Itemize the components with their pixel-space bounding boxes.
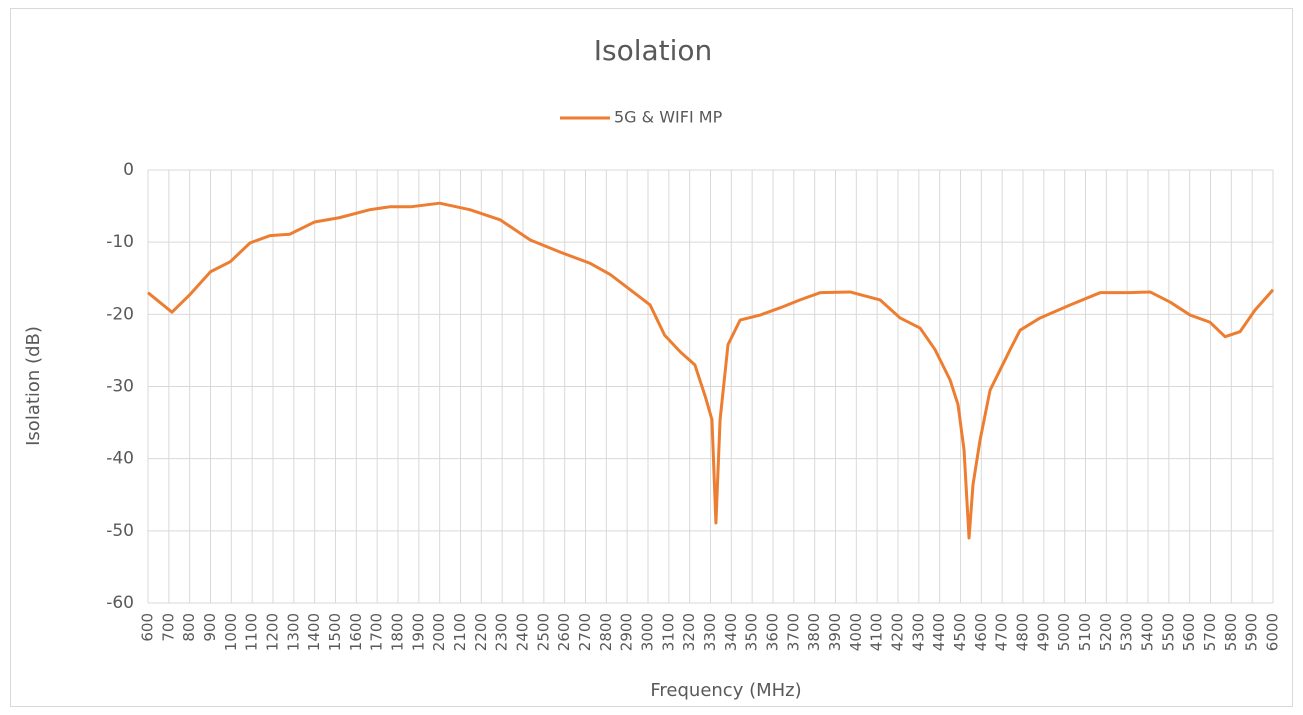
- x-tick-label: 2600: [555, 613, 573, 651]
- x-tick-label: 4400: [930, 613, 948, 651]
- x-tick-label: 2300: [493, 613, 511, 651]
- x-tick-label: 2000: [430, 613, 448, 651]
- chart-title: Isolation: [594, 34, 713, 67]
- x-tick-label: 3800: [805, 613, 823, 651]
- chart-frame: [10, 8, 1293, 707]
- y-tick-label: -60: [106, 593, 134, 613]
- x-tick-label: 3200: [680, 613, 698, 651]
- x-tick-label: 1600: [347, 613, 365, 651]
- x-tick-label: 900: [201, 613, 219, 642]
- x-tick-label: 6000: [1264, 613, 1282, 651]
- x-tick-label: 1700: [368, 613, 386, 651]
- x-tick-label: 1100: [243, 613, 261, 651]
- x-tick-label: 5200: [1097, 613, 1115, 651]
- y-tick-label: -50: [106, 521, 134, 541]
- x-tick-label: 3400: [722, 613, 740, 651]
- x-tick-label: 5800: [1222, 613, 1240, 651]
- x-tick-label: 3100: [659, 613, 677, 651]
- x-tick-label: 4300: [909, 613, 927, 651]
- x-tick-label: 2400: [514, 613, 532, 651]
- legend-label: 5G & WIFI MP: [614, 108, 723, 127]
- x-tick-label: 3300: [701, 613, 719, 651]
- x-tick-label: 1800: [389, 613, 407, 651]
- x-tick-label: 4900: [1034, 613, 1052, 651]
- x-tick-label: 2500: [534, 613, 552, 651]
- x-tick-label: 5000: [1055, 613, 1073, 651]
- x-tick-label: 5400: [1139, 613, 1157, 651]
- x-tick-label: 4500: [951, 613, 969, 651]
- x-tick-label: 2100: [451, 613, 469, 651]
- x-tick-label: 1000: [222, 613, 240, 651]
- x-tick-label: 1500: [326, 613, 344, 651]
- x-tick-label: 2900: [618, 613, 636, 651]
- x-tick-label: 5900: [1243, 613, 1261, 651]
- x-tick-label: 3000: [639, 613, 657, 651]
- data-line: [147, 201, 1275, 540]
- x-tick-label: 4200: [889, 613, 907, 651]
- x-tick-label: 4700: [993, 613, 1011, 651]
- y-tick-label: -10: [106, 232, 134, 252]
- x-tick-label: 800: [180, 613, 198, 642]
- x-tick-label: 2200: [472, 613, 490, 651]
- x-tick-label: 4100: [868, 613, 886, 651]
- x-tick-label: 5700: [1201, 613, 1219, 651]
- x-tick-label: 1900: [409, 613, 427, 651]
- x-tick-label: 1300: [284, 613, 302, 651]
- x-tick-label: 5300: [1118, 613, 1136, 651]
- x-tick-label: 2700: [576, 613, 594, 651]
- x-tick-label: 3700: [784, 613, 802, 651]
- y-tick-label: 0: [123, 160, 134, 180]
- x-tick-label: 4800: [1014, 613, 1032, 651]
- x-tick-label: 3500: [743, 613, 761, 651]
- x-tick-label: 1200: [264, 613, 282, 651]
- x-tick-label: 600: [139, 613, 157, 642]
- y-tick-label: -20: [106, 304, 134, 324]
- x-tick-label: 5600: [1180, 613, 1198, 651]
- y-tick-label: -40: [106, 449, 134, 469]
- x-tick-label: 3900: [826, 613, 844, 651]
- x-axis-label: Frequency (MHz): [650, 680, 801, 701]
- x-tick-label: 700: [159, 613, 177, 642]
- x-tick-label: 2800: [597, 613, 615, 651]
- x-tick-label: 5500: [1159, 613, 1177, 651]
- x-tick-label: 1400: [305, 613, 323, 651]
- x-tick-label: 4000: [847, 613, 865, 651]
- x-tick-label: 5100: [1076, 613, 1094, 651]
- y-tick-label: -30: [106, 377, 134, 397]
- x-tick-label: 4600: [972, 613, 990, 651]
- x-tick-label: 3600: [764, 613, 782, 651]
- y-axis-label: Isolation (dB): [23, 326, 44, 446]
